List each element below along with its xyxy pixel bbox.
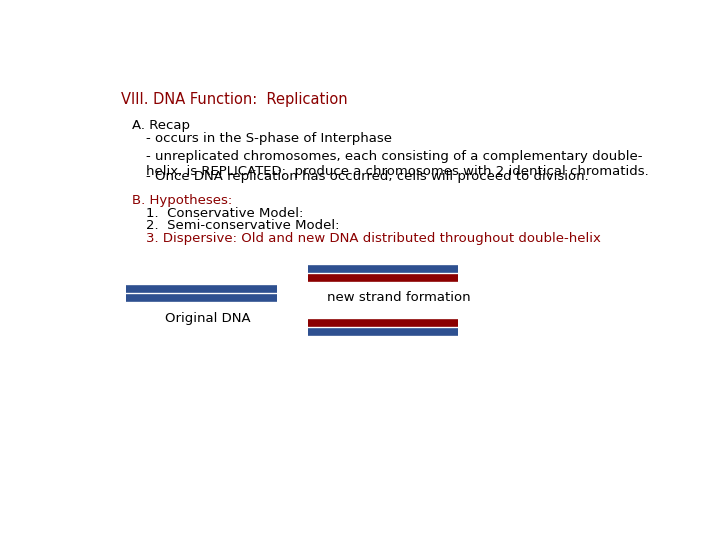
Text: B. Hypotheses:: B. Hypotheses: [132, 194, 232, 207]
Text: 3. Dispersive: Old and new DNA distributed throughout double-helix: 3. Dispersive: Old and new DNA distribut… [145, 232, 600, 245]
Text: - unreplicated chromosomes, each consisting of a complementary double-
helix, is: - unreplicated chromosomes, each consist… [145, 150, 649, 178]
Text: A. Recap: A. Recap [132, 119, 190, 132]
Text: - Once DNA replication has occurred, cells will proceed to division.: - Once DNA replication has occurred, cel… [145, 170, 588, 183]
Text: - occurs in the S-phase of Interphase: - occurs in the S-phase of Interphase [145, 132, 392, 145]
Text: 1.  Conservative Model:: 1. Conservative Model: [145, 207, 303, 220]
Text: new strand formation: new strand formation [327, 292, 471, 305]
Text: VIII. DNA Function:  Replication: VIII. DNA Function: Replication [121, 92, 347, 107]
Text: 2.  Semi-conservative Model:: 2. Semi-conservative Model: [145, 219, 339, 233]
Text: Original DNA: Original DNA [166, 312, 251, 325]
